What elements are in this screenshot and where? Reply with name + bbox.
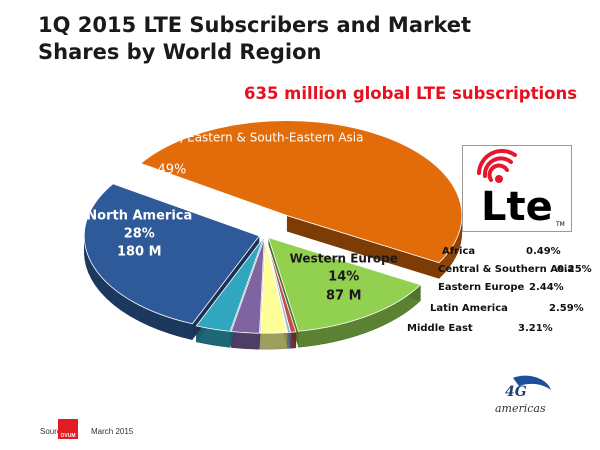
slice-label-oceania-eastern-south-eastern-asia: Oceania, Eastern & South-Eastern Asia <box>130 131 363 145</box>
slice-middle-east <box>195 237 264 332</box>
lte-logo: Lte TM <box>462 145 572 232</box>
source-date: March 2015 <box>91 427 134 436</box>
svg-text:americas: americas <box>495 402 546 415</box>
slice-label-north-america: North America <box>86 208 192 223</box>
lte-logo-text: Lte <box>481 184 553 230</box>
slice-label-western-europe: 87 M <box>326 288 362 303</box>
slice-side-eastern-europe <box>260 332 288 350</box>
legend-central-southern-asia: Central & Southern Asia 0.25% <box>438 264 592 275</box>
svg-text:4G: 4G <box>505 384 527 400</box>
legend-latin-america: Latin America 2.59% <box>430 303 584 314</box>
slice-eastern-europe <box>260 238 288 334</box>
pie-slices <box>83 120 463 334</box>
slice-label-western-europe: Western Europe <box>290 251 398 265</box>
legend-africa: Africa 0.49% <box>442 246 561 257</box>
slice-central-southern-asia <box>265 238 291 333</box>
slice-edge-oceania-eastern-south-eastern-asia <box>286 215 439 279</box>
chart-title: 1Q 2015 LTE Subscribers and Market Share… <box>38 13 472 64</box>
slice-north-america <box>83 183 260 325</box>
slice-oceania-eastern-south-eastern-asia <box>139 120 463 264</box>
globe-swoosh-icon <box>513 375 551 390</box>
chart-subtitle: 635 million global LTE subscriptions <box>244 84 578 103</box>
slice-western-europe <box>267 237 422 332</box>
legend-middle-east: Middle East 3.21% <box>407 323 553 334</box>
slice-label-oceania-eastern-south-eastern-asia: 49% <box>157 163 186 178</box>
slice-label-oceania-eastern-south-eastern-asia: 312 M <box>152 183 192 198</box>
4g-americas-logo: 4G americas <box>493 372 555 418</box>
pie-slice-labels: Oceania, Eastern & South-Eastern Asia 49%… <box>86 131 398 304</box>
signal-waves-icon <box>477 148 517 182</box>
ovum-logo: OVUM <box>58 419 78 439</box>
legend-eastern-europe: Eastern Europe 2.44% <box>438 282 564 293</box>
source-label: Source: <box>40 427 68 436</box>
trademark-text: TM <box>555 221 565 228</box>
slice-latin-america <box>230 238 265 334</box>
slice-label-western-europe: 14% <box>328 269 359 284</box>
slice-label-north-america: 180 M <box>117 244 162 259</box>
slice-label-north-america: 28% <box>124 226 155 241</box>
